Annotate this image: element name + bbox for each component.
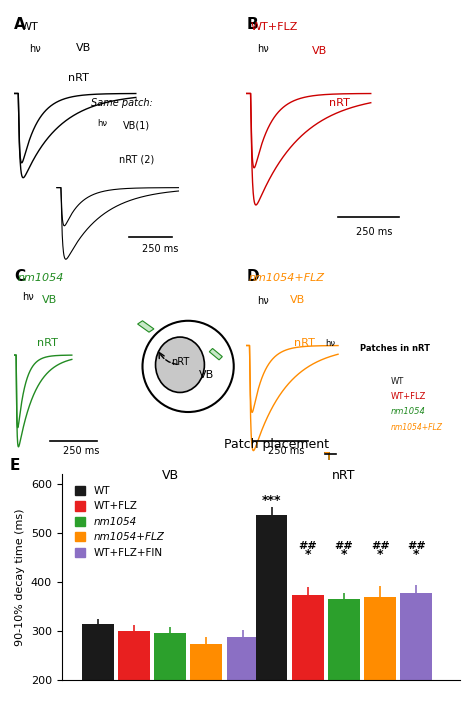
- Polygon shape: [210, 348, 222, 360]
- Bar: [191, 644, 222, 680]
- Bar: [255, 515, 288, 680]
- Text: nRT: nRT: [332, 469, 356, 482]
- Bar: [364, 597, 396, 680]
- Text: VB(1): VB(1): [123, 120, 150, 130]
- Text: ##: ##: [335, 541, 353, 551]
- Ellipse shape: [155, 337, 204, 392]
- Text: 250 ms: 250 ms: [356, 227, 392, 236]
- Text: VB: VB: [76, 43, 91, 53]
- Text: VB: VB: [162, 469, 179, 482]
- Text: Patches in nRT: Patches in nRT: [360, 344, 430, 353]
- Text: VB: VB: [42, 295, 58, 305]
- Bar: [227, 637, 258, 680]
- Bar: [118, 631, 150, 680]
- Bar: [401, 593, 432, 680]
- Text: nm1054+FLZ: nm1054+FLZ: [249, 273, 325, 283]
- Bar: [154, 633, 186, 680]
- Text: 250 ms: 250 ms: [142, 244, 179, 254]
- Text: VB: VB: [312, 46, 327, 56]
- Text: nRT: nRT: [329, 98, 350, 108]
- Text: ***: ***: [262, 493, 281, 507]
- Text: hν: hν: [257, 296, 269, 306]
- Y-axis label: 90-10% decay time (ms): 90-10% decay time (ms): [15, 508, 25, 646]
- Text: nm1054: nm1054: [18, 273, 64, 283]
- Text: hν: hν: [22, 292, 34, 302]
- Text: VB: VB: [290, 295, 305, 305]
- Text: *: *: [413, 549, 419, 561]
- Text: B: B: [246, 16, 258, 32]
- Text: A: A: [14, 16, 26, 32]
- Text: 250 ms: 250 ms: [63, 447, 99, 457]
- Text: E: E: [10, 458, 20, 473]
- Text: Same patch:: Same patch:: [91, 98, 153, 108]
- Legend: WT, WT+FLZ, nm1054, nm1054+FLZ, WT+FLZ+FIN: WT, WT+FLZ, nm1054, nm1054+FLZ, WT+FLZ+F…: [71, 481, 169, 562]
- Text: ##: ##: [371, 541, 390, 551]
- Text: D: D: [246, 269, 259, 284]
- Text: *: *: [341, 549, 347, 561]
- Text: 250 ms: 250 ms: [268, 447, 305, 457]
- Text: nm1054: nm1054: [391, 407, 425, 416]
- Text: *: *: [377, 549, 383, 561]
- Polygon shape: [137, 321, 154, 332]
- Bar: [292, 595, 324, 680]
- Text: nRT: nRT: [171, 357, 189, 367]
- Text: WT: WT: [21, 21, 38, 32]
- Text: VB: VB: [199, 370, 214, 379]
- Text: hν: hν: [98, 119, 108, 127]
- Text: nRT: nRT: [294, 338, 315, 348]
- Text: nm1054+FLZ: nm1054+FLZ: [391, 423, 442, 432]
- Text: WT: WT: [391, 377, 404, 386]
- Ellipse shape: [143, 321, 234, 412]
- Text: ##: ##: [407, 541, 426, 551]
- Text: *: *: [304, 549, 311, 561]
- Text: Patch placement: Patch placement: [224, 438, 329, 451]
- Text: WT+FLZ: WT+FLZ: [251, 21, 298, 32]
- Text: hν: hν: [29, 44, 41, 54]
- Text: C: C: [14, 269, 25, 284]
- Text: nRT: nRT: [67, 73, 89, 83]
- Text: nRT (2): nRT (2): [118, 155, 154, 165]
- Text: hν: hν: [325, 338, 335, 348]
- Text: nRT: nRT: [37, 338, 58, 348]
- Text: hν: hν: [257, 44, 269, 54]
- Bar: [328, 599, 360, 680]
- Bar: [82, 624, 114, 680]
- Text: WT+FLZ: WT+FLZ: [391, 392, 426, 401]
- Text: ##: ##: [298, 541, 317, 551]
